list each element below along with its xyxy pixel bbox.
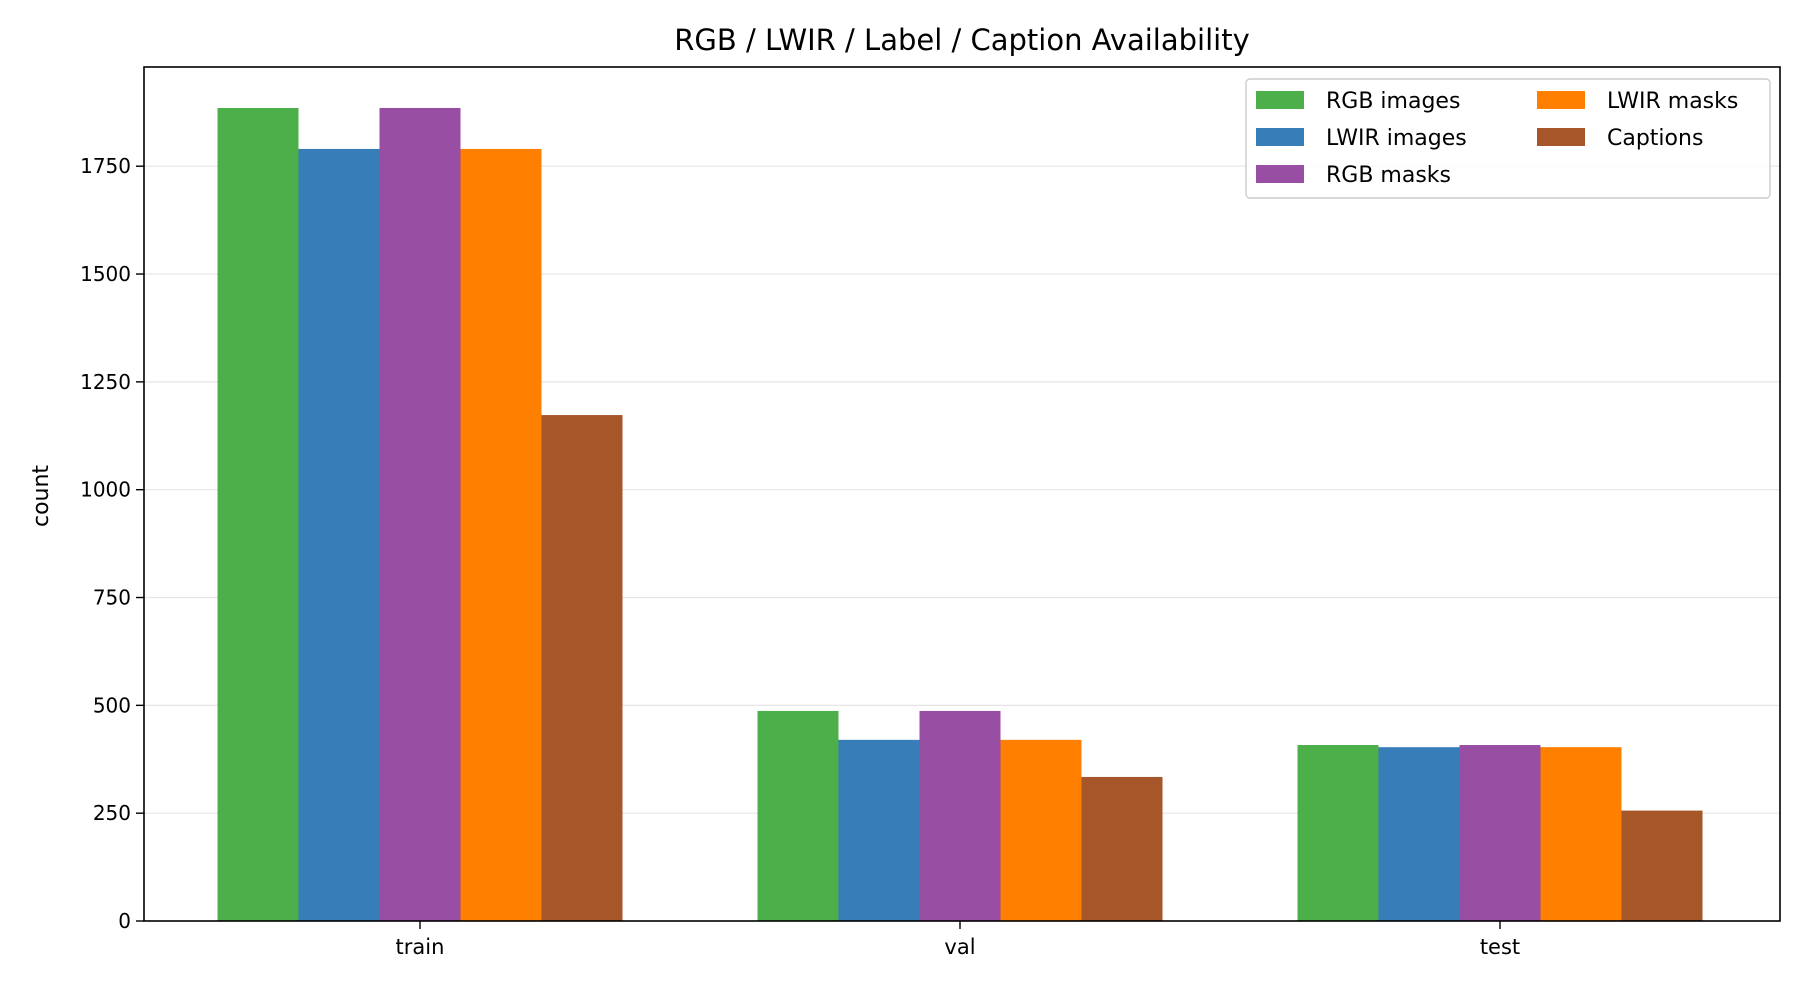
- legend-swatch: [1256, 91, 1304, 109]
- bar: [379, 107, 461, 922]
- legend-label: RGB images: [1326, 89, 1460, 114]
- y-tick-label: 750: [93, 586, 131, 610]
- x-tick-label: test: [1480, 935, 1520, 959]
- legend-swatch: [1256, 165, 1304, 183]
- bars: [217, 107, 1703, 922]
- bar: [919, 710, 1001, 921]
- legend-label: Captions: [1607, 126, 1703, 151]
- bar: [460, 148, 542, 922]
- x-axis: train val test: [396, 921, 1520, 959]
- legend: RGB images LWIR images RGB masks LWIR masks…: [1245, 78, 1771, 199]
- bar: [541, 415, 623, 921]
- plot-frame: [143, 66, 1781, 922]
- bar: [1297, 745, 1379, 921]
- legend-frame: [1245, 78, 1771, 199]
- legend-swatch: [1537, 91, 1585, 109]
- x-tick-label: val: [944, 935, 975, 959]
- y-tick-label: 1750: [80, 154, 131, 178]
- y-tick-label: 1500: [80, 262, 131, 286]
- bar: [1000, 739, 1082, 921]
- y-tick-label: 0: [118, 909, 131, 933]
- bar: [298, 148, 380, 922]
- y-tick-label: 500: [93, 693, 131, 717]
- legend-label: LWIR masks: [1607, 89, 1738, 114]
- bar: [757, 710, 839, 921]
- bar: [1621, 810, 1703, 921]
- bar: [1378, 747, 1460, 921]
- y-tick-label: 1000: [80, 478, 131, 502]
- legend-label: RGB masks: [1326, 163, 1451, 188]
- legend-label: LWIR images: [1326, 126, 1467, 151]
- y-tick-label: 250: [93, 801, 131, 825]
- bar: [1081, 776, 1163, 921]
- x-tick-label: train: [396, 935, 445, 959]
- y-tick-label: 1250: [80, 370, 131, 394]
- bar: [1459, 745, 1541, 921]
- bar: [838, 739, 920, 921]
- y-axis: 0 250 500 750 1000 1250 1500 1750: [80, 154, 144, 933]
- legend-swatch: [1537, 128, 1585, 146]
- y-axis-label: count: [29, 465, 54, 527]
- chart-title: RGB / LWIR / Label / Caption Availabilit…: [674, 23, 1250, 57]
- bar: [1540, 747, 1622, 921]
- bar: [217, 107, 299, 922]
- legend-swatch: [1256, 128, 1304, 146]
